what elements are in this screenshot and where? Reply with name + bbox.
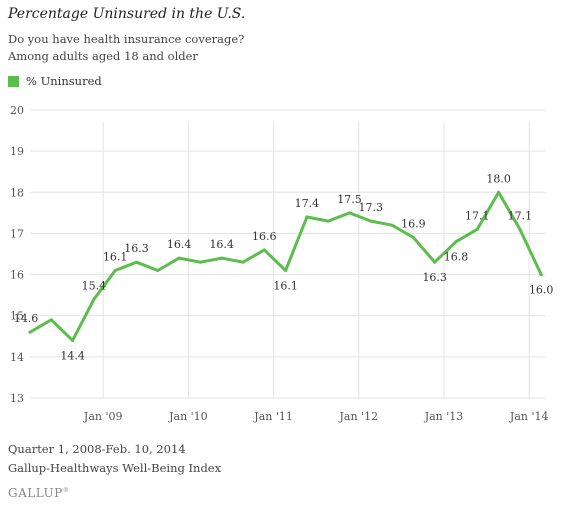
data-point [497,190,501,194]
chart-footer-source: Gallup-Healthways Well-Being Index [8,461,222,475]
data-point [284,268,288,272]
y-tick-label: 14 [10,351,24,364]
data-label: 16.1 [273,279,298,292]
data-point [220,256,224,260]
data-label: 16.3 [422,271,447,284]
chart-subtitle-question: Do you have health insurance coverage? [8,32,245,46]
data-point [454,240,458,244]
data-point [135,260,138,264]
data-point [369,219,373,223]
series-layer [28,190,543,342]
data-label: 16.9 [401,218,426,231]
data-label: 16.8 [444,251,469,264]
y-tick-label: 17 [10,227,24,240]
x-tick-label: Jan '12 [339,410,379,423]
y-tick-label: 20 [10,104,24,117]
data-point [156,268,160,272]
data-label-layer: 14.614.415.416.116.3 16.4 16.416.616.117.4… [14,172,554,362]
data-point [92,297,96,301]
y-tick-label: 16 [10,269,24,282]
data-point [539,273,543,277]
data-point [305,215,309,219]
x-tick-label: Jan '10 [168,410,208,423]
data-label: 16.4 [167,238,192,251]
data-point [71,338,75,342]
y-tick-label: 13 [10,392,24,405]
data-label: 16.4 [209,238,234,251]
logo-text: GALLUP [8,486,63,500]
data-point [262,248,266,252]
data-label: 14.4 [60,349,85,362]
data-point [326,219,330,223]
data-point [411,236,415,240]
data-point [177,256,181,260]
x-tick-label: Jan '09 [83,410,123,423]
data-point [241,260,245,264]
data-point [198,260,202,264]
data-point [348,211,351,215]
data-label: 16.3 [124,242,149,255]
y-tick-label: 18 [10,186,24,199]
chart-footer-date-range: Quarter 1, 2008-Feb. 10, 2014 [8,442,186,456]
data-point [475,227,479,231]
axis-layer: 13 14 15 16 17 18 19 20 Jan '09 Jan '10 Jan '11 Jan… [10,104,548,423]
data-point [390,223,394,227]
y-tick-label: 15 [10,310,24,323]
chart-subtitle-population: Among adults aged 18 and older [8,49,198,63]
data-point [28,330,32,334]
data-label: 17.1 [508,209,533,222]
data-point [49,318,53,322]
chart-title: Percentage Uninsured in the U.S. [8,6,246,22]
data-label: 15.4 [82,279,107,292]
data-label: 14.6 [14,312,39,325]
data-label: 17.1 [465,209,490,222]
data-point [433,260,437,264]
data-label: 17.4 [295,197,320,210]
chart-legend: % Uninsured [8,74,102,88]
gallup-logo: GALLUP® [8,486,70,500]
legend-label: % Uninsured [26,74,102,88]
data-label: 17.5 [337,193,362,206]
y-tick-label: 19 [10,145,24,158]
data-label: 17.3 [359,201,384,214]
data-label: 16.0 [529,284,554,297]
data-label: 16.1 [103,250,128,263]
x-tick-label: Jan '11 [253,410,293,423]
data-point [113,268,117,272]
x-tick-label: Jan '14 [509,410,549,423]
legend-swatch [8,75,19,87]
line-chart: 13 14 15 16 17 18 19 20 Jan '09 Jan '10 Jan '11 Jan… [10,104,554,423]
data-label: 18.0 [486,172,511,185]
data-point [518,227,522,231]
x-tick-label: Jan '13 [424,410,464,423]
data-label: 16.6 [252,230,277,243]
